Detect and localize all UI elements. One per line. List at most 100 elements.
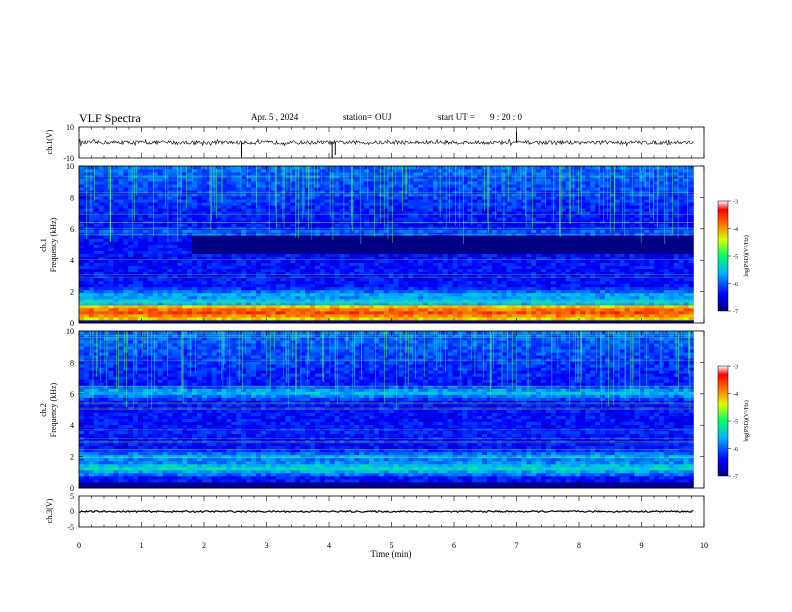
spectrogram-cell [305,286,311,291]
spectrogram-cell [108,271,114,276]
spectrogram-cell [403,295,409,300]
spectrogram-cell [147,211,154,215]
spectrogram-cell [118,244,124,248]
spectrogram-cell [482,271,488,276]
spectrogram-cell [654,247,660,251]
spectrogram-cell [457,223,463,227]
spectrogram-cell [373,289,380,294]
spectrogram-cell [344,268,350,273]
spectrogram-cell [555,244,562,248]
spectrogram-cell [462,313,468,318]
spectrogram-cell [447,319,453,324]
spectrogram-cell [388,235,394,239]
spectrogram-cell [270,316,277,321]
spectrogram-cell [378,301,385,306]
spectrogram-cell [373,268,380,273]
spectrogram-cell [457,280,463,285]
spectrogram-cell [182,226,188,230]
spectrogram-cell [88,208,95,212]
spectrogram-cell [123,289,129,294]
spectrogram-cell [201,265,208,270]
spectrogram-cell [423,220,429,224]
spectrogram-cell [290,277,296,282]
spectrogram-cell [570,247,576,251]
spectrogram-cell [310,313,316,318]
spectrogram-cell [290,229,296,233]
spectrogram-cell [295,208,301,212]
spectrogram-cell [496,250,503,254]
spectrogram-cell [418,235,424,239]
spectrogram-cell [359,229,365,233]
spectrogram-cell [688,316,694,321]
spectrogram-cell [486,220,493,224]
spectrogram-cell [447,301,453,306]
spectrogram-cell [486,301,493,306]
spectrogram-cell [211,256,218,260]
spectrogram-cell [673,292,680,297]
spectrogram-cell [88,307,95,312]
spectrogram-cell [639,283,645,288]
spectrogram-cell [255,307,262,312]
spectrogram-cell [575,217,581,221]
spectrogram-cell [496,301,503,306]
spectrogram-cell [472,271,478,276]
spectrogram-cell [634,319,640,324]
spectrogram-cell [93,223,100,227]
spectrogram-cell [280,256,286,260]
spectrogram-cell [452,247,458,251]
spectrogram-cell [595,217,601,221]
spectrogram-cell [418,256,424,260]
spectrogram-cell [580,226,586,230]
spectrogram-cell [231,205,237,209]
spectrogram-cell [585,271,591,276]
spectrogram-cell [295,250,301,254]
spectrogram-cell [442,217,449,221]
spectrogram-cell [678,271,684,276]
spectrogram-cell [609,319,616,324]
spectrogram-cell [231,277,237,282]
spectrogram-cell [403,259,409,264]
spectrogram-cell [221,211,227,215]
spectrogram-cell [319,256,326,260]
spectrogram-cell [619,238,625,242]
spectrogram-cell [255,223,262,227]
spectrogram-cell [241,220,247,224]
spectrogram-cell [639,250,645,254]
spectrogram-cell [516,292,522,297]
spectrogram-cell [98,229,104,233]
spectrogram-cell [457,283,463,288]
spectrogram-cell [260,256,267,260]
spectrogram-cell [506,220,512,224]
spectrogram-cell [118,271,124,276]
spectrogram-cell [123,286,129,291]
spectrogram-cell [300,253,306,257]
spectrogram-cell [688,253,694,257]
spectrogram-cell [255,280,262,285]
spectrogram-cell [211,286,218,291]
spectrogram-cell [108,295,114,300]
spectrogram-cell [93,262,100,267]
spectrogram-cell [305,220,311,224]
spectrogram-cell [137,307,144,312]
spectrogram-cell [260,298,267,303]
spectrogram-cell [570,211,576,215]
spectrogram-cell [658,211,665,215]
spectrogram-cell [482,289,488,294]
spectrogram-cell [408,223,414,227]
spectrogram-cell [290,235,296,239]
spectrogram-cell [93,217,100,221]
spectrogram-cell [172,256,178,260]
spectrogram-cell [683,220,689,224]
spectrogram-cell [565,286,571,291]
spectrogram-cell [147,298,154,303]
spectrogram-cell [260,307,267,312]
spectrogram-cell [201,262,208,267]
spectrogram-cell [192,253,198,257]
spectrogram-cell [668,229,675,233]
spectrogram-cell [270,211,277,215]
spectrogram-cell [496,298,503,303]
spectrogram-cell [639,256,645,260]
spectrogram-cell [423,223,429,227]
spectrogram-cell [649,226,655,230]
spectrogram-cell [678,262,684,267]
